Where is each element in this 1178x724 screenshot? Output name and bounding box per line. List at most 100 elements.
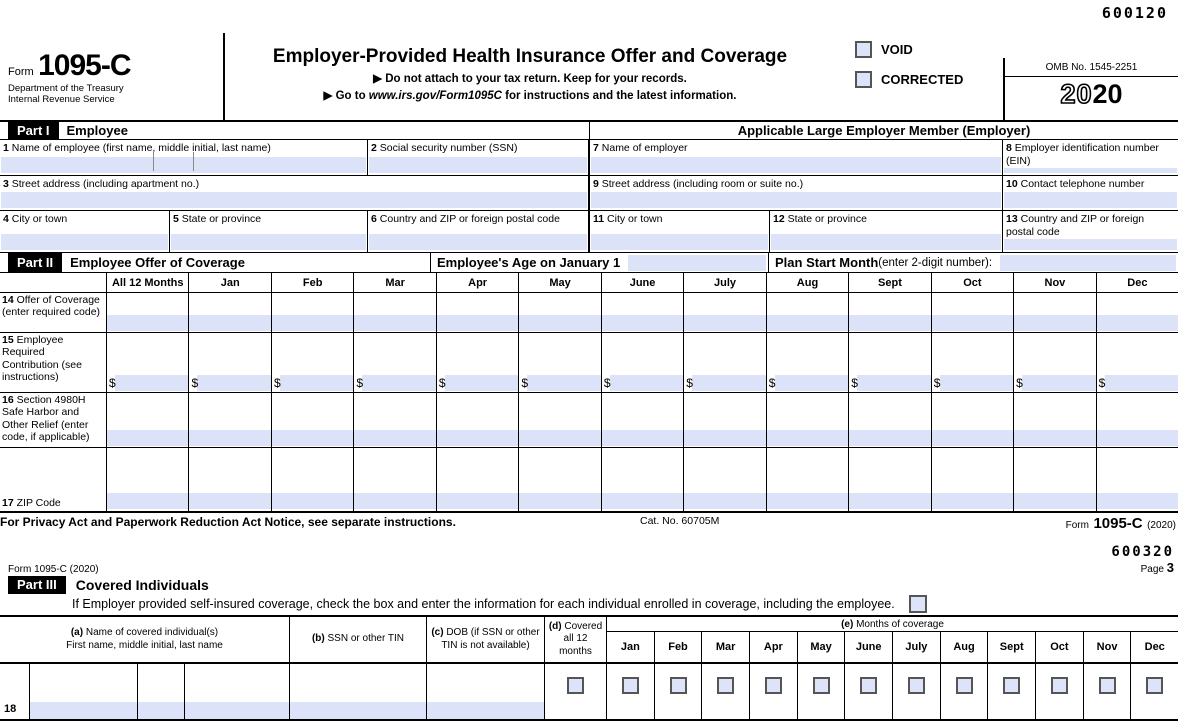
ein-input[interactable] [1004,168,1177,173]
first-name-input[interactable] [30,702,137,719]
safe-harbor-code-input[interactable] [1014,430,1096,446]
page1-footer: For Privacy Act and Paperwork Reduction … [0,511,1178,532]
employer-country-zip-input[interactable] [1004,239,1177,250]
month-coverage-checkbox[interactable] [860,677,878,694]
safe-harbor-code-input[interactable] [931,430,1014,446]
employer-name-input[interactable] [591,157,1001,173]
contribution-amount-input[interactable] [692,375,766,391]
employee-state-input[interactable] [171,234,366,250]
month-coverage-checkbox[interactable] [717,677,735,694]
zip-code-input[interactable] [189,493,271,509]
safe-harbor-code-input[interactable] [849,430,931,446]
contribution-amount-input[interactable] [115,375,189,391]
contribution-amount-input[interactable] [1104,375,1178,391]
offer-code-input[interactable] [1096,315,1178,331]
contribution-amount-input[interactable] [939,375,1014,391]
employee-city-input[interactable] [1,234,168,250]
safe-harbor-code-input[interactable] [1096,430,1178,446]
zip-code-input[interactable] [1014,493,1096,509]
offer-code-input[interactable] [931,315,1014,331]
row15-cell: $ [107,333,190,392]
zip-code-input[interactable] [849,493,931,509]
offer-code-input[interactable] [271,315,354,331]
employer-street-input[interactable] [591,192,1001,208]
zip-code-input[interactable] [766,493,849,509]
month-coverage-checkbox[interactable] [1146,677,1164,694]
offer-code-input[interactable] [519,315,601,331]
contribution-amount-input[interactable] [197,375,271,391]
zip-code-input[interactable] [601,493,684,509]
ssn-input[interactable] [369,157,587,173]
month-coverage-checkbox[interactable] [907,677,925,694]
coverage-month-header: Apr [750,632,798,662]
month-coverage-checkbox[interactable] [812,677,830,694]
zip-code-input[interactable] [931,493,1014,509]
employee-age-input[interactable] [628,254,766,271]
safe-harbor-code-input[interactable] [436,430,519,446]
self-insured-checkbox[interactable] [908,595,927,613]
contribution-amount-input[interactable] [362,375,436,391]
contribution-amount-input[interactable] [279,375,354,391]
employee-name-input[interactable] [1,152,366,173]
row17-cell [849,448,932,511]
offer-code-input[interactable] [849,315,931,331]
month-column-header: Jan [189,273,272,292]
month-coverage-checkbox[interactable] [1003,677,1021,694]
last-name-input[interactable] [185,702,289,719]
coverage-month-header: July [893,632,941,662]
safe-harbor-code-input[interactable] [601,430,684,446]
offer-code-input[interactable] [766,315,849,331]
void-checkbox[interactable] [855,41,872,58]
safe-harbor-code-input[interactable] [271,430,354,446]
zip-code-input[interactable] [271,493,354,509]
month-coverage-checkbox[interactable] [764,677,782,694]
offer-code-input[interactable] [436,315,519,331]
phone-input[interactable] [1004,192,1177,208]
contribution-amount-input[interactable] [857,375,931,391]
contribution-amount-input[interactable] [1022,375,1096,391]
dob-input[interactable] [427,702,544,719]
employer-state-input[interactable] [771,234,1001,250]
offer-code-input[interactable] [189,315,271,331]
omb-number: OMB No. 1545-2251 [1005,58,1178,77]
zip-code-input[interactable] [1096,493,1178,509]
zip-code-input[interactable] [684,493,766,509]
month-coverage-checkbox[interactable] [1098,677,1116,694]
offer-code-input[interactable] [1014,315,1096,331]
month-coverage-checkbox[interactable] [1050,677,1068,694]
safe-harbor-code-input[interactable] [189,430,271,446]
month-column-header: Aug [767,273,850,292]
part2-months-header: All 12 Months Jan Feb Mar Apr May June July Aug S… [0,273,1178,293]
safe-harbor-code-input[interactable] [107,430,189,446]
offer-code-input[interactable] [684,315,766,331]
covered-all-12-months-checkbox[interactable] [567,677,584,694]
zip-code-input[interactable] [519,493,601,509]
zip-code-input[interactable] [436,493,519,509]
dollar-sign: $ [356,376,364,390]
month-coverage-checkbox[interactable] [955,677,973,694]
corrected-checkbox[interactable] [855,71,872,88]
covered-ssn-input[interactable] [290,702,426,719]
contribution-amount-input[interactable] [527,375,601,391]
month-coverage-cell [1036,664,1084,719]
offer-code-input[interactable] [107,315,189,331]
middle-initial-input[interactable] [138,702,184,719]
month-coverage-checkbox[interactable] [621,677,639,694]
zip-code-input[interactable] [354,493,436,509]
safe-harbor-code-input[interactable] [354,430,436,446]
safe-harbor-code-input[interactable] [519,430,601,446]
employer-city-input[interactable] [591,234,768,250]
zip-code-input[interactable] [107,493,189,509]
employee-country-zip-input[interactable] [369,234,587,250]
offer-code-input[interactable] [354,315,436,331]
contribution-amount-input[interactable] [444,375,519,391]
plan-start-month-input[interactable] [1000,254,1176,271]
month-coverage-checkbox[interactable] [669,677,687,694]
employee-street-input[interactable] [1,192,587,208]
contribution-amount-input[interactable] [609,375,684,391]
field-6-country-zip: 6 Country and ZIP or foreign postal code [368,211,590,253]
contribution-amount-input[interactable] [774,375,849,391]
safe-harbor-code-input[interactable] [766,430,849,446]
safe-harbor-code-input[interactable] [684,430,766,446]
offer-code-input[interactable] [601,315,684,331]
